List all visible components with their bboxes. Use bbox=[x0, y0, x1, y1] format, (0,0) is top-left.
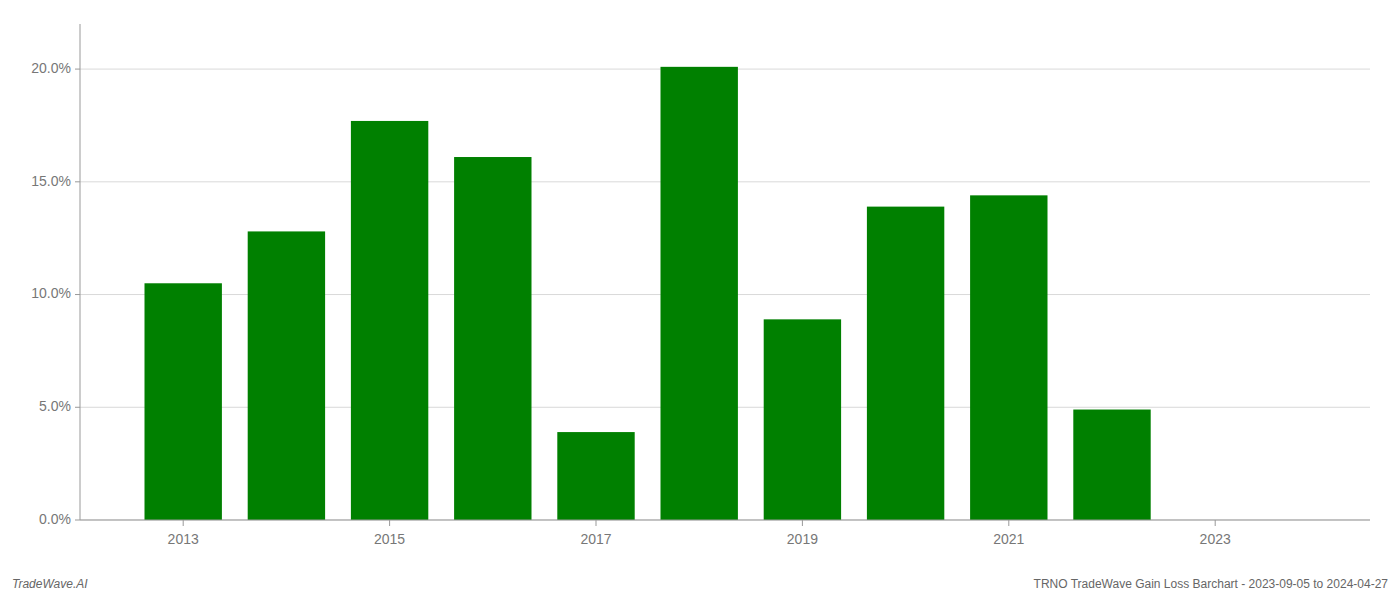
y-tick bbox=[75, 69, 80, 70]
y-tick-label: 5.0% bbox=[39, 398, 71, 414]
background bbox=[0, 0, 1400, 600]
y-tick bbox=[75, 181, 80, 182]
y-tick bbox=[75, 407, 80, 408]
y-tick-label: 20.0% bbox=[31, 60, 71, 76]
x-tick-label: 2019 bbox=[787, 531, 818, 547]
x-tick-label: 2023 bbox=[1200, 531, 1231, 547]
bar bbox=[351, 121, 428, 520]
y-axis: 0.0% 5.0% 10.0% 15.0% 20.0% bbox=[31, 24, 80, 527]
bar bbox=[557, 432, 634, 520]
x-tick bbox=[596, 520, 597, 526]
bar bbox=[970, 195, 1047, 520]
x-axis-line bbox=[80, 520, 1370, 521]
y-tick bbox=[75, 520, 80, 521]
y-tick bbox=[75, 294, 80, 295]
x-tick-label: 2015 bbox=[374, 531, 405, 547]
footer-text: TRNO TradeWave Gain Loss Barchart - 2023… bbox=[1034, 577, 1389, 591]
y-axis-line bbox=[80, 24, 81, 520]
x-tick bbox=[389, 520, 390, 526]
bar bbox=[867, 207, 944, 520]
bar bbox=[248, 231, 325, 520]
footer-text: TradeWave.AI bbox=[12, 577, 88, 591]
x-tick-label: 2013 bbox=[168, 531, 199, 547]
bar bbox=[764, 319, 841, 520]
y-tick-label: 15.0% bbox=[31, 173, 71, 189]
bar bbox=[454, 157, 531, 520]
grid-line bbox=[80, 520, 1370, 521]
x-tick-label: 2021 bbox=[993, 531, 1024, 547]
x-tick bbox=[183, 520, 184, 526]
y-tick-label: 10.0% bbox=[31, 285, 71, 301]
bars bbox=[145, 67, 1151, 520]
x-axis: 2013 2015 2017 2019 2021 2023 bbox=[80, 520, 1370, 547]
x-tick bbox=[1008, 520, 1009, 526]
x-tick bbox=[802, 520, 803, 526]
y-tick-label: 0.0% bbox=[39, 511, 71, 527]
bar bbox=[145, 283, 222, 520]
x-tick bbox=[1215, 520, 1216, 526]
chart: 0.0%5.0%10.0%15.0%20.0%20132015201720192… bbox=[0, 0, 1400, 600]
bar bbox=[661, 67, 738, 520]
x-tick-label: 2017 bbox=[580, 531, 611, 547]
bar bbox=[1073, 410, 1150, 520]
